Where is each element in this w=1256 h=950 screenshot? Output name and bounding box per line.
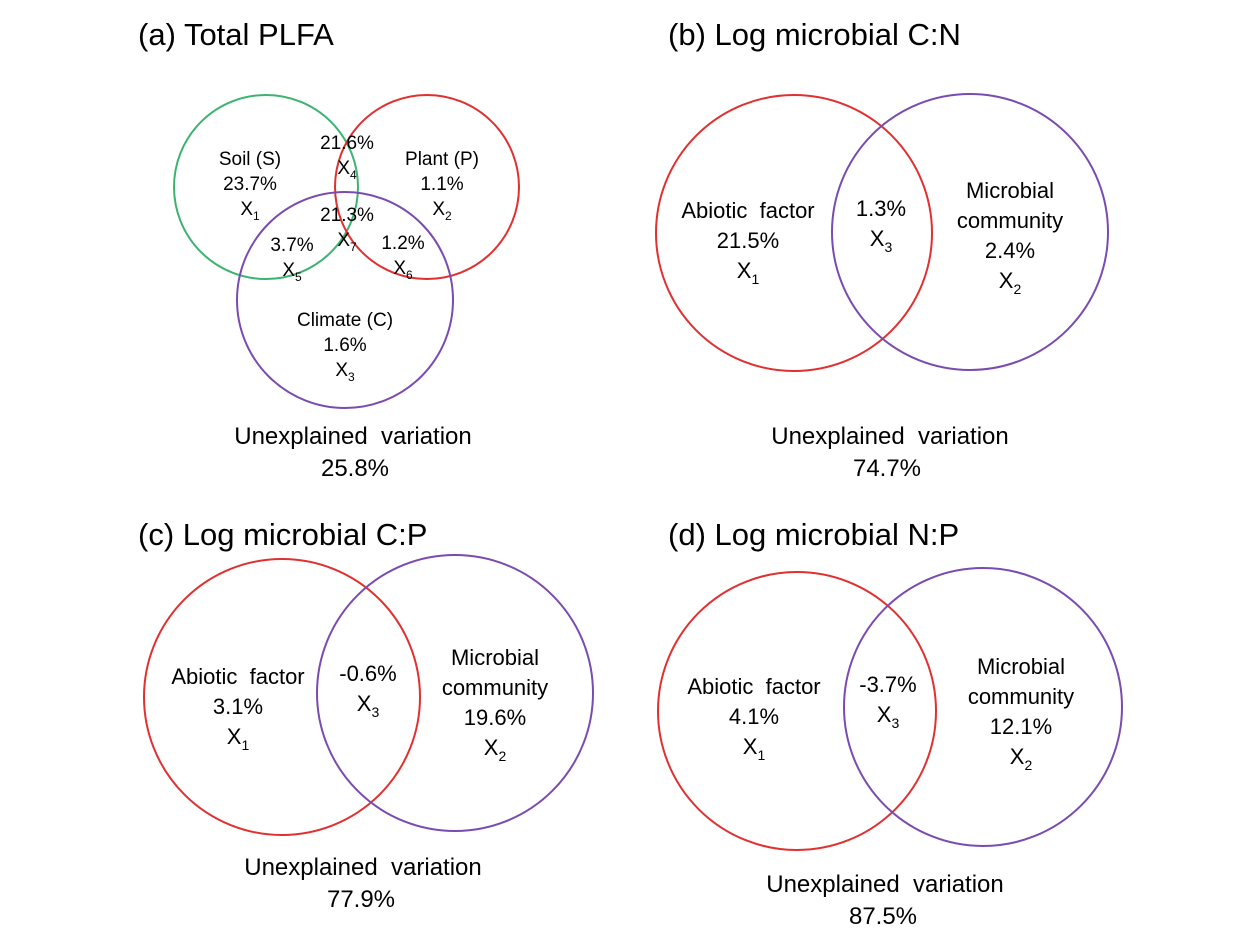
region-climate: Climate (C) 1.6% X3 — [297, 310, 393, 384]
overlap-value: -3.7% — [859, 672, 916, 697]
set-name: Microbial — [977, 654, 1065, 679]
set-value: 23.7% — [223, 174, 277, 195]
unexplained-value: 74.7% — [853, 455, 921, 482]
climate-circle — [236, 191, 454, 409]
region-variable: X7 — [337, 230, 357, 254]
unexplained-label: Unexplained variation — [771, 423, 1008, 450]
set-variable: X1 — [743, 734, 766, 763]
set-name: Microbial — [451, 645, 539, 670]
set-variable: X1 — [240, 199, 260, 223]
set-variable: X1 — [227, 724, 250, 753]
unexplained-label: Unexplained variation — [234, 423, 471, 450]
region-microbial: Microbial community 2.4% X2 — [957, 178, 1063, 297]
unexplained-value: 87.5% — [849, 903, 917, 930]
panel-c: (c) Log microbial C:P Abiotic factor 3.1… — [138, 517, 594, 913]
panel-title: (b) Log microbial C:N — [668, 17, 961, 52]
region-overlap: -3.7% X3 — [859, 672, 916, 731]
set-name: Soil (S) — [219, 149, 281, 170]
region-plant-climate: 1.2% X6 — [381, 233, 424, 282]
abiotic-circle — [655, 94, 933, 372]
soil-circle — [173, 94, 359, 280]
region-variable: X5 — [282, 260, 302, 284]
region-value: 21.3% — [320, 205, 374, 226]
region-variable: X6 — [393, 258, 413, 282]
set-variable: X2 — [432, 199, 452, 223]
set-variable: X1 — [737, 258, 760, 287]
set-name: community — [957, 208, 1063, 233]
set-value: 12.1% — [990, 714, 1052, 739]
region-abiotic: Abiotic factor 21.5% X1 — [681, 198, 814, 287]
plant-circle — [334, 94, 520, 280]
region-variable: X4 — [337, 158, 357, 182]
unexplained-label: Unexplained variation — [244, 854, 481, 881]
overlap-variable: X3 — [877, 702, 900, 731]
region-value: 21.6% — [320, 133, 374, 154]
overlap-variable: X3 — [357, 691, 380, 720]
region-soil: Soil (S) 23.7% X1 — [219, 149, 281, 223]
set-name: community — [968, 684, 1074, 709]
unexplained-label: Unexplained variation — [766, 871, 1003, 898]
region-all-three: 21.3% X7 — [320, 205, 374, 254]
panel-title: (d) Log microbial N:P — [668, 517, 959, 552]
set-variable: X2 — [484, 735, 507, 764]
set-variable: X2 — [1010, 744, 1033, 773]
unexplained-value: 25.8% — [321, 455, 389, 482]
microbial-circle — [843, 567, 1123, 847]
region-abiotic: Abiotic factor 4.1% X1 — [687, 674, 820, 763]
region-soil-climate: 3.7% X5 — [270, 235, 313, 284]
unexplained-value: 77.9% — [327, 886, 395, 913]
region-microbial: Microbial community 12.1% X2 — [968, 654, 1074, 773]
set-value: 2.4% — [985, 238, 1035, 263]
panel-title: (c) Log microbial C:P — [138, 517, 427, 552]
set-value: 1.6% — [323, 335, 366, 356]
abiotic-circle — [143, 558, 421, 836]
region-value: 3.7% — [270, 235, 313, 256]
set-name: Plant (P) — [405, 149, 479, 170]
microbial-circle — [831, 93, 1109, 371]
set-name: Abiotic factor — [171, 664, 304, 689]
set-name: Microbial — [966, 178, 1054, 203]
region-value: 1.2% — [381, 233, 424, 254]
region-overlap: 1.3% X3 — [856, 196, 906, 255]
region-microbial: Microbial community 19.6% X2 — [442, 645, 548, 764]
panel-a: (a) Total PLFA Soil (S) 23.7% X1 Plant (… — [138, 17, 520, 482]
region-plant: Plant (P) 1.1% X2 — [405, 149, 479, 223]
set-name: Abiotic factor — [681, 198, 814, 223]
set-variable: X3 — [335, 360, 355, 384]
set-value: 19.6% — [464, 705, 526, 730]
region-abiotic: Abiotic factor 3.1% X1 — [171, 664, 304, 753]
set-value: 4.1% — [729, 704, 779, 729]
panel-title: (a) Total PLFA — [138, 17, 334, 52]
set-value: 21.5% — [717, 228, 779, 253]
microbial-circle — [316, 554, 594, 832]
set-name: Climate (C) — [297, 310, 393, 331]
set-value: 1.1% — [420, 174, 463, 195]
region-overlap: -0.6% X3 — [339, 661, 396, 720]
region-soil-plant: 21.6% X4 — [320, 133, 374, 182]
abiotic-circle — [657, 571, 937, 851]
set-name: community — [442, 675, 548, 700]
set-name: Abiotic factor — [687, 674, 820, 699]
panel-b: (b) Log microbial C:N Abiotic factor 21.… — [655, 17, 1109, 482]
panel-d: (d) Log microbial N:P Abiotic factor 4.1… — [657, 517, 1123, 930]
set-value: 3.1% — [213, 694, 263, 719]
set-variable: X2 — [999, 268, 1022, 297]
overlap-value: 1.3% — [856, 196, 906, 221]
overlap-variable: X3 — [870, 226, 893, 255]
overlap-value: -0.6% — [339, 661, 396, 686]
